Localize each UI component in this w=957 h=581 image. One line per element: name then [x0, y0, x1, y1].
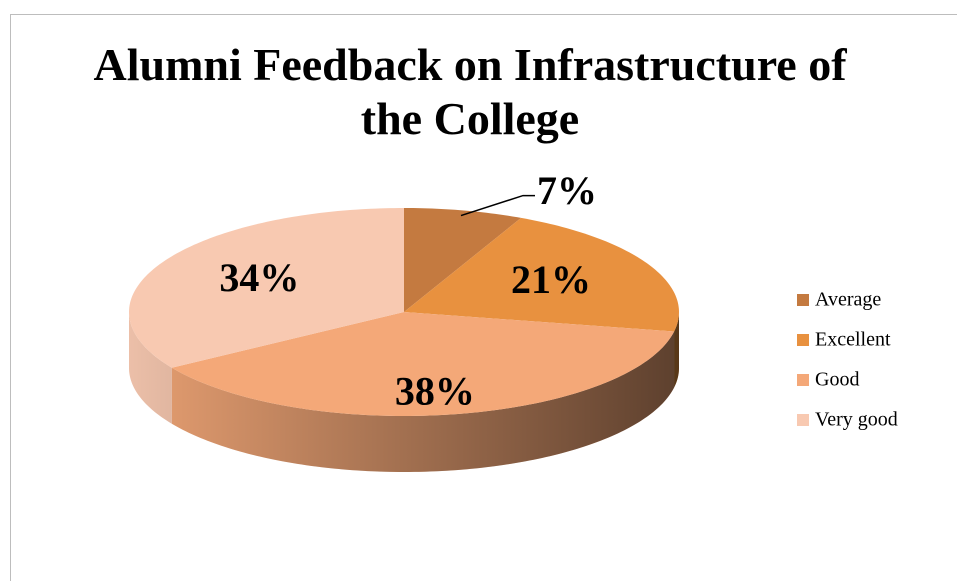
legend-swatch: [797, 374, 809, 386]
chart-title: Alumni Feedback on Infrastructure of the…: [93, 39, 847, 144]
slice: [404, 217, 679, 332]
slice: [129, 208, 405, 368]
legend-swatch: [797, 294, 809, 306]
chart-frame: [10, 14, 957, 581]
legend-swatch: [797, 334, 809, 346]
data-label: 21%: [511, 257, 591, 302]
data-label: 7%: [537, 168, 597, 213]
legend-label: Average: [815, 289, 881, 311]
data-label: 38%: [395, 368, 475, 413]
legend-swatch: [797, 414, 809, 426]
slice: [404, 208, 522, 312]
legend-label: Very good: [815, 409, 898, 431]
legend-label: Good: [815, 369, 859, 391]
data-label: 34%: [219, 255, 299, 300]
legend-label: Excellent: [815, 329, 891, 351]
slice: [171, 312, 675, 416]
leader-line: [460, 194, 535, 217]
side-shade: [129, 312, 679, 472]
